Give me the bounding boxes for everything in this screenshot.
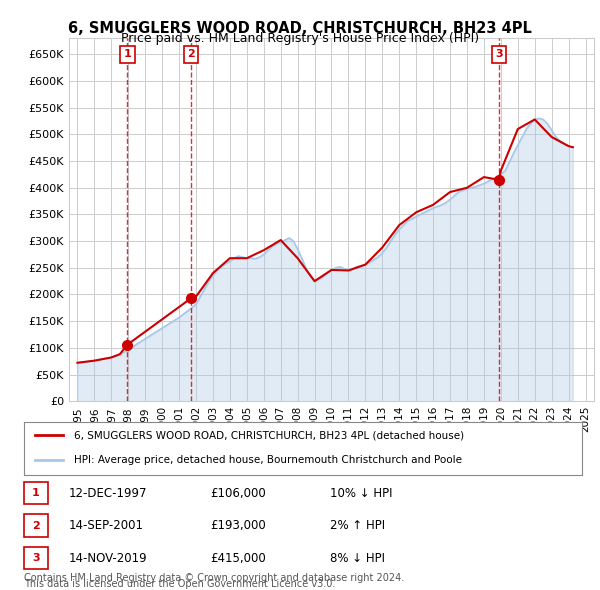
Text: £106,000: £106,000 xyxy=(210,487,266,500)
Text: Price paid vs. HM Land Registry's House Price Index (HPI): Price paid vs. HM Land Registry's House … xyxy=(121,32,479,45)
Text: 6, SMUGGLERS WOOD ROAD, CHRISTCHURCH, BH23 4PL (detached house): 6, SMUGGLERS WOOD ROAD, CHRISTCHURCH, BH… xyxy=(74,430,464,440)
Text: 3: 3 xyxy=(32,553,40,563)
Text: Contains HM Land Registry data © Crown copyright and database right 2024.: Contains HM Land Registry data © Crown c… xyxy=(24,573,404,583)
Text: 14-SEP-2001: 14-SEP-2001 xyxy=(69,519,144,532)
Text: This data is licensed under the Open Government Licence v3.0.: This data is licensed under the Open Gov… xyxy=(24,579,335,589)
Text: 2: 2 xyxy=(32,521,40,530)
Text: £193,000: £193,000 xyxy=(210,519,266,532)
Text: 8% ↓ HPI: 8% ↓ HPI xyxy=(330,552,385,565)
Text: 6, SMUGGLERS WOOD ROAD, CHRISTCHURCH, BH23 4PL: 6, SMUGGLERS WOOD ROAD, CHRISTCHURCH, BH… xyxy=(68,21,532,35)
Text: 12-DEC-1997: 12-DEC-1997 xyxy=(69,487,148,500)
Text: 10% ↓ HPI: 10% ↓ HPI xyxy=(330,487,392,500)
Text: £415,000: £415,000 xyxy=(210,552,266,565)
Text: 1: 1 xyxy=(32,489,40,498)
Text: 2: 2 xyxy=(187,49,195,59)
Text: 14-NOV-2019: 14-NOV-2019 xyxy=(69,552,148,565)
Text: 3: 3 xyxy=(495,49,502,59)
Text: HPI: Average price, detached house, Bournemouth Christchurch and Poole: HPI: Average price, detached house, Bour… xyxy=(74,455,462,465)
Text: 2% ↑ HPI: 2% ↑ HPI xyxy=(330,519,385,532)
Text: 1: 1 xyxy=(124,49,131,59)
